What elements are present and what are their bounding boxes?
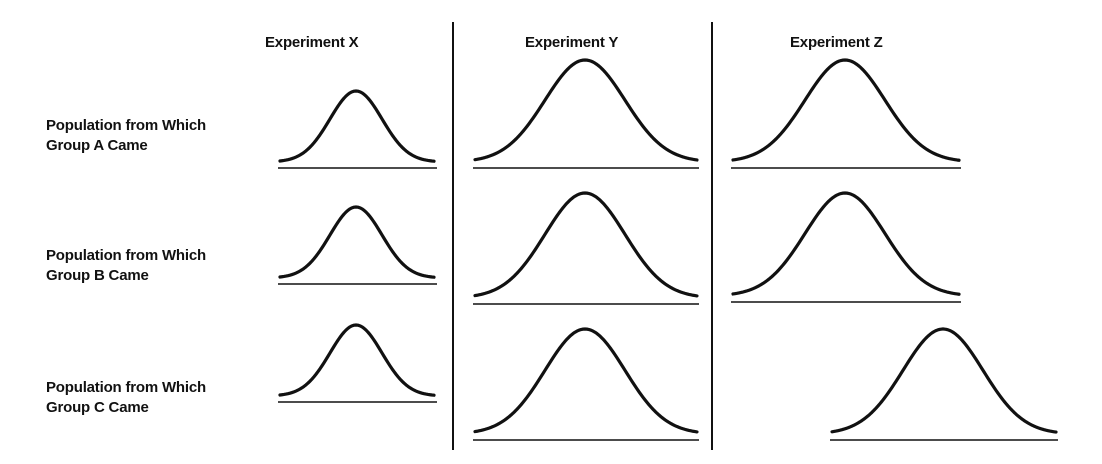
row-label-group-a: Population from Which Group A Came: [46, 116, 206, 156]
curve-z-a: [731, 58, 961, 162]
curve-z-c: [830, 327, 1058, 434]
curve-y-c: [473, 327, 699, 434]
row-label-group-b-line1: Population from Which: [46, 247, 206, 264]
row-label-group-a-line1: Population from Which: [46, 117, 206, 134]
curve-z-b: [731, 191, 961, 296]
row-label-group-a-line2: Group A Came: [46, 137, 148, 154]
curve-y-b: [473, 191, 699, 298]
row-label-group-c: Population from Which Group C Came: [46, 378, 206, 418]
column-title-experiment-x: Experiment X: [265, 34, 359, 51]
curve-y-a: [473, 58, 699, 162]
row-label-group-b-line2: Group B Came: [46, 267, 149, 284]
row-label-group-c-line2: Group C Came: [46, 399, 149, 416]
column-title-experiment-z: Experiment Z: [790, 34, 883, 51]
row-label-group-c-line1: Population from Which: [46, 379, 206, 396]
curve-layer: [278, 58, 1058, 441]
curve-x-c: [278, 323, 436, 397]
column-title-experiment-y: Experiment Y: [525, 34, 619, 51]
curve-x-b: [278, 205, 436, 279]
curve-x-a: [278, 89, 436, 163]
row-label-group-b: Population from Which Group B Came: [46, 246, 206, 286]
